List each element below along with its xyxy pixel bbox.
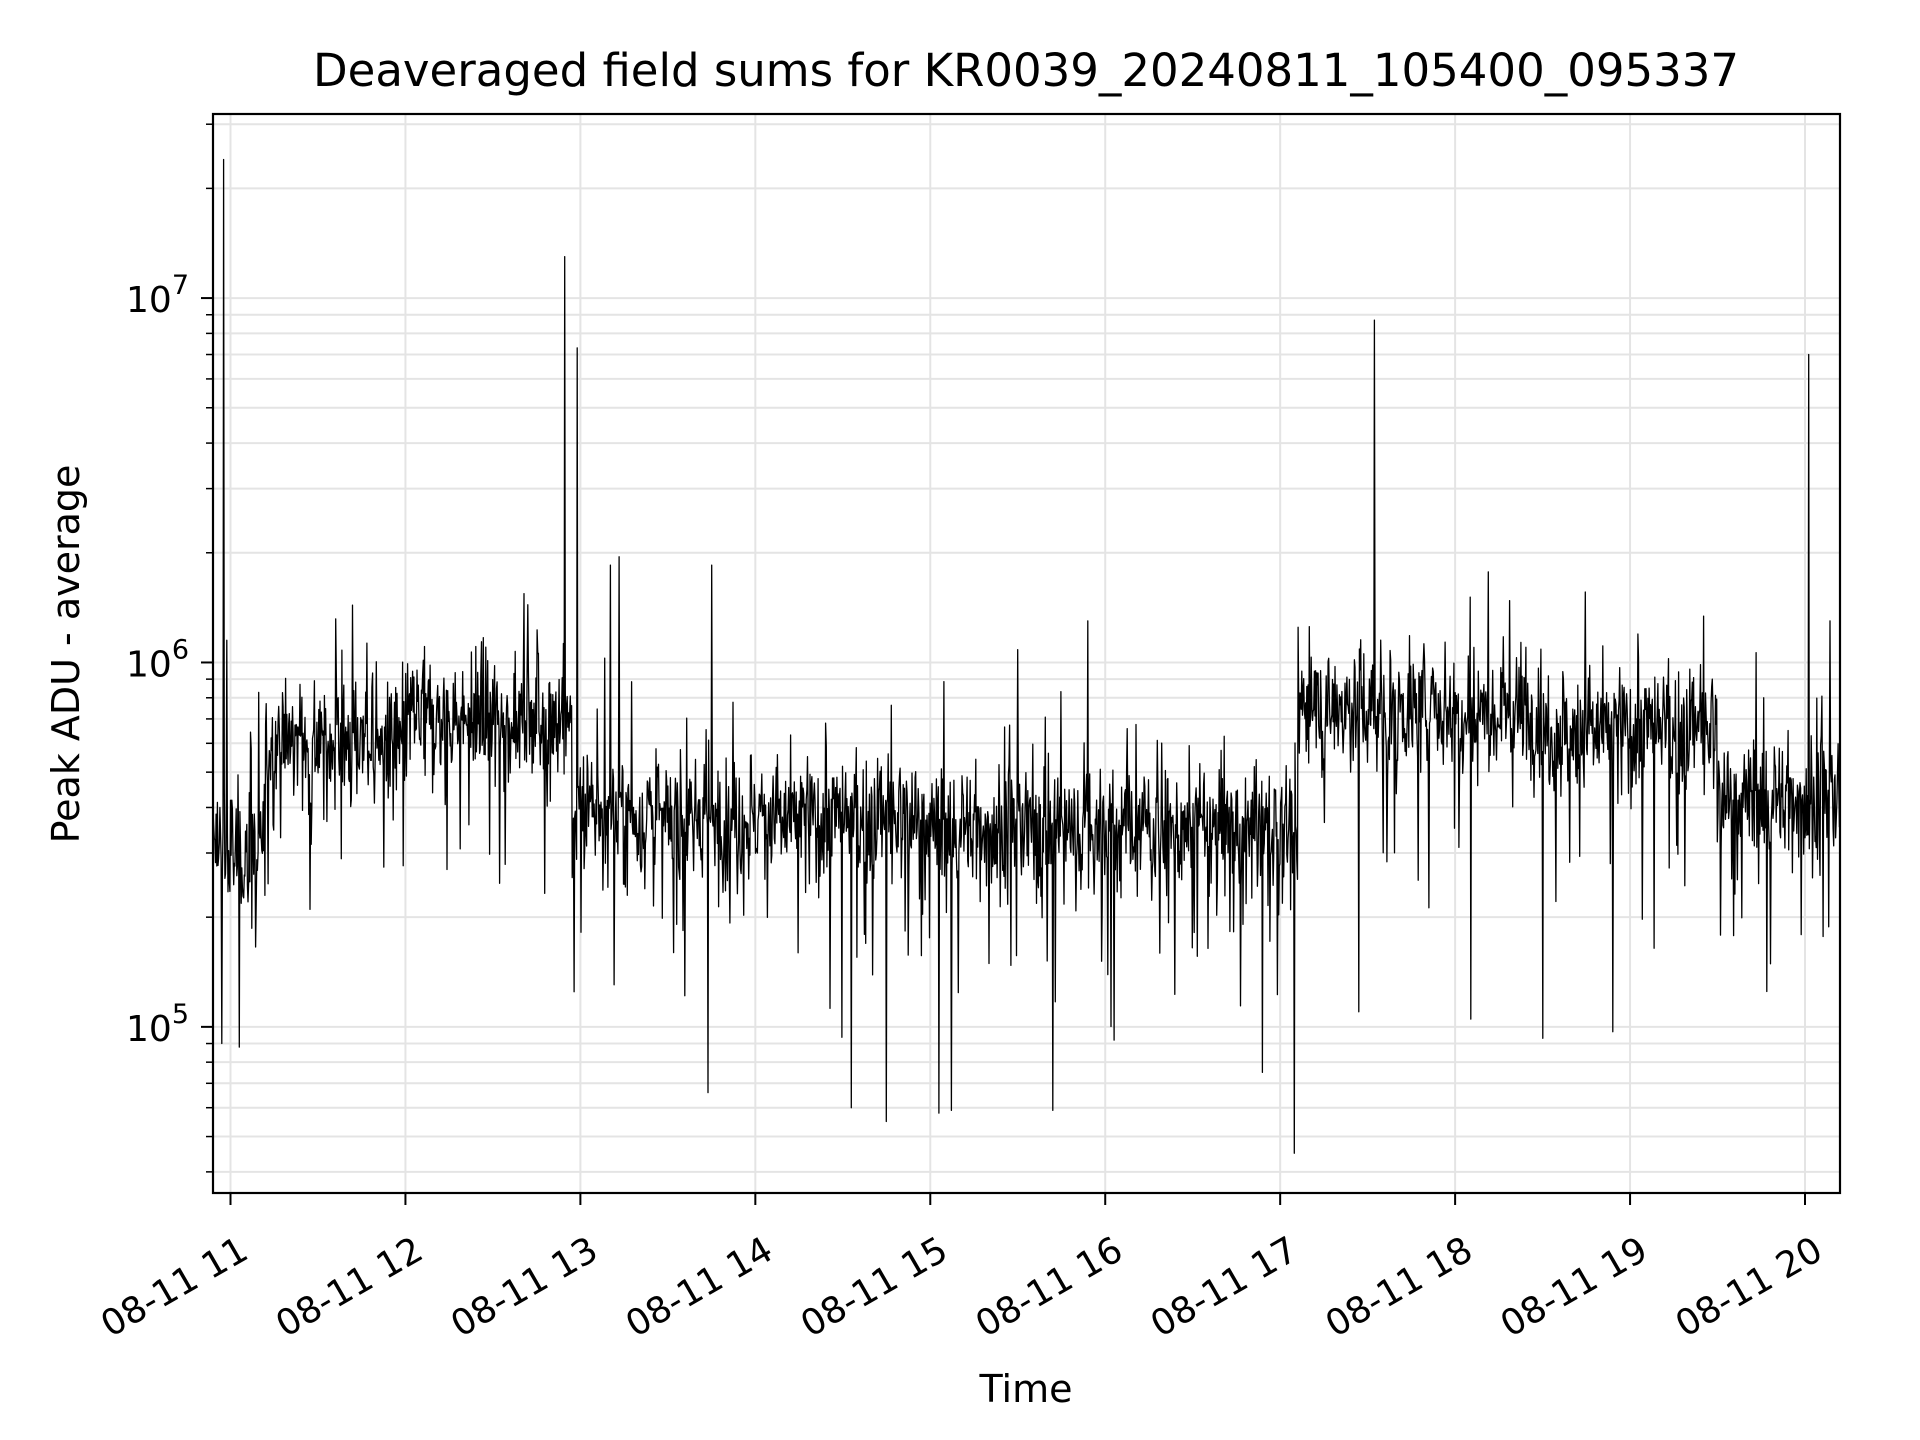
- y-tick-label: 106: [126, 634, 189, 685]
- y-axis: 105 106 107: [126, 123, 213, 1173]
- series-line: [212, 158, 1841, 1154]
- plot-frame: [211, 112, 1842, 1195]
- y-axis-label: Peak ADU - average: [44, 465, 88, 844]
- y-tick-label: 105: [126, 999, 189, 1050]
- data-series: [212, 158, 1841, 1154]
- chart-title: Deaveraged field sums for KR0039_2024081…: [313, 44, 1739, 97]
- x-axis-label: Time: [979, 1367, 1073, 1411]
- y-tick-label: 107: [126, 270, 189, 321]
